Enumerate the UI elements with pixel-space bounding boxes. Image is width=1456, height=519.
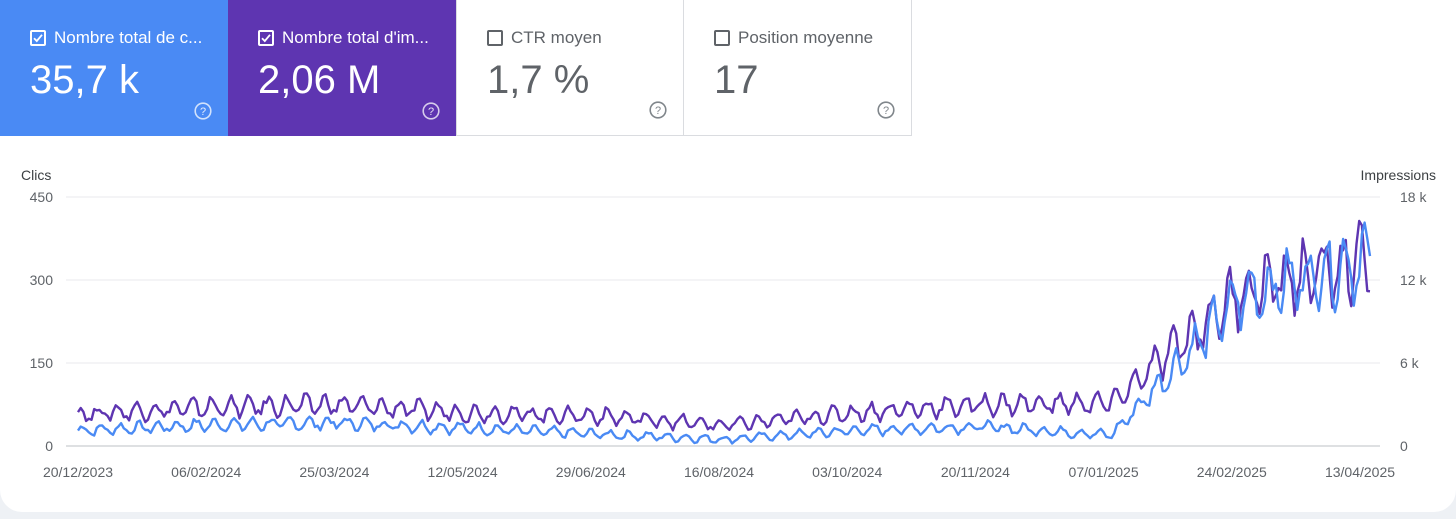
x-tick-label: 03/10/2024 [812,464,882,480]
card-value: 35,7 k [30,58,139,102]
checkbox-unchecked-icon[interactable] [714,30,730,46]
x-tick-label: 12/05/2024 [428,464,498,480]
x-tick-label: 24/02/2025 [1197,464,1267,480]
svg-text:?: ? [655,105,661,117]
card-label: Position moyenne [738,28,874,47]
card-average-position[interactable]: Position moyenne 17 ? [684,0,912,136]
checkbox-checked-icon[interactable] [258,30,274,46]
svg-text:?: ? [200,106,206,118]
help-icon[interactable]: ? [194,102,212,120]
card-value: 2,06 M [258,58,381,102]
left-axis-title: Clics [21,167,51,183]
left-tick-label: 150 [30,355,54,371]
right-tick-label: 18 k [1400,189,1427,205]
x-tick-label: 06/02/2024 [171,464,241,480]
x-tick-label: 13/04/2025 [1325,464,1395,480]
metric-cards: Nombre total de c... 35,7 k ? Nombre tot… [0,0,912,136]
checkbox-unchecked-icon[interactable] [487,30,503,46]
left-tick-label: 300 [30,272,54,288]
card-label: Nombre total de c... [54,28,203,47]
x-tick-label: 20/11/2024 [941,464,1010,480]
right-tick-label: 0 [1400,438,1408,454]
svg-text:?: ? [883,105,889,117]
left-tick-label: 450 [30,189,54,205]
clicks-series-line [77,221,1372,445]
card-label: Nombre total d'im... [282,28,429,47]
card-total-impressions[interactable]: Nombre total d'im... 2,06 M ? [228,0,456,136]
performance-chart: Clics Impressions 450 18 k 300 12 k 150 6 k 0 0… [21,167,1436,480]
x-tick-label: 20/12/2023 [43,464,113,480]
card-average-ctr[interactable]: CTR moyen 1,7 % ? [456,0,684,136]
axis-ticks: 450 18 k 300 12 k 150 6 k 0 0 20/12/2023 06/02/20… [30,189,1428,480]
right-axis-title: Impressions [1361,167,1436,183]
help-icon[interactable]: ? [422,102,440,120]
svg-text:?: ? [428,106,434,118]
series-lines [76,219,1372,445]
card-label: CTR moyen [511,28,602,47]
impressions-series-line [76,219,1371,432]
x-tick-label: 07/01/2025 [1069,464,1139,480]
left-tick-label: 0 [45,438,53,454]
card-value: 17 [714,58,759,102]
x-tick-label: 25/03/2024 [299,464,369,480]
card-total-clicks[interactable]: Nombre total de c... 35,7 k ? [0,0,228,136]
x-tick-label: 29/06/2024 [556,464,626,480]
help-icon[interactable]: ? [877,101,895,119]
x-tick-label: 16/08/2024 [684,464,754,480]
grid-lines [66,196,1380,447]
help-icon[interactable]: ? [649,101,667,119]
right-tick-label: 12 k [1400,272,1427,288]
right-tick-label: 6 k [1400,355,1420,371]
checkbox-checked-icon[interactable] [30,30,46,46]
card-value: 1,7 % [487,58,590,102]
